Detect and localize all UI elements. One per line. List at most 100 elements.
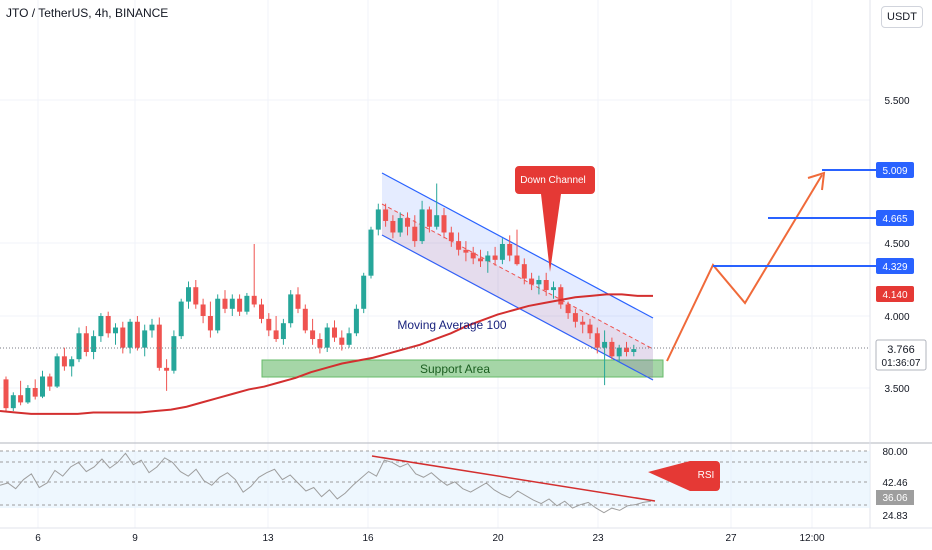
x-tick-label: 12:00 [799, 533, 824, 544]
candle-body [580, 321, 586, 325]
candle-body [302, 308, 308, 331]
candle-body [485, 255, 491, 262]
current-price-tag [875, 339, 927, 371]
price-tag [876, 286, 914, 302]
ma100-line [0, 293, 653, 415]
candle-body [434, 215, 440, 227]
candle-body [558, 287, 564, 305]
candle-body [383, 209, 389, 221]
candle-body [98, 316, 104, 337]
rsi-value-tag [876, 490, 914, 505]
rsi-value-label: 36.06 [882, 493, 907, 504]
candle-body [113, 327, 118, 334]
rsi-line [0, 452, 652, 514]
channel-lower [381, 234, 654, 381]
candle-body [361, 275, 367, 309]
candle-body [529, 278, 535, 285]
candle-body [200, 304, 206, 316]
price-tag [876, 210, 914, 226]
candle-body [91, 336, 97, 352]
candle-body [536, 280, 542, 285]
candle-body [10, 395, 16, 409]
candle-body [273, 330, 279, 340]
candle-body [40, 376, 45, 397]
candle-body [587, 324, 593, 334]
candle-body [105, 316, 111, 334]
candle-body [280, 323, 286, 340]
candle-body [339, 337, 345, 345]
candle-body [127, 321, 133, 348]
y-tick-label: 4.500 [884, 239, 909, 250]
x-tick-label: 13 [262, 533, 274, 544]
candle-body [631, 349, 637, 352]
candle-body [602, 341, 608, 348]
rsi-trendline [371, 455, 656, 502]
candle-body [142, 330, 148, 348]
x-tick-label: 9 [132, 533, 138, 544]
candle-body [441, 215, 447, 233]
candles [3, 183, 637, 412]
candle-body [368, 229, 374, 276]
candle-body [543, 280, 549, 291]
candle-body [470, 252, 476, 259]
candle-body [47, 376, 53, 387]
ma-label: Moving Average 100 [397, 318, 507, 332]
candle-body [244, 295, 250, 312]
rsi-tick-label: 80.00 [882, 447, 907, 458]
candle-body [507, 244, 513, 256]
candle-body [390, 220, 396, 233]
price-tag-label: 4.329 [882, 262, 907, 273]
rsi-band [0, 451, 870, 508]
projection-path [666, 174, 823, 362]
candle-body [419, 209, 425, 242]
candle-body [624, 347, 629, 352]
candle-body [3, 379, 9, 409]
price-tag [876, 258, 914, 274]
x-tick-label: 23 [592, 533, 604, 544]
down-channel-label: Down Channel [520, 175, 586, 186]
candle-body [134, 321, 140, 348]
price-tag-label: 5.009 [882, 166, 907, 177]
x-tick-label: 27 [725, 533, 737, 544]
candle-body [353, 308, 359, 334]
projection-arrowhead [807, 171, 826, 191]
candle-body [565, 304, 571, 314]
candle-body [456, 241, 462, 250]
candle-body [193, 287, 199, 305]
candle-body [25, 388, 31, 403]
currency-button[interactable]: USDT [881, 6, 923, 28]
candle-body [572, 313, 578, 322]
candle-body [463, 249, 469, 253]
candle-body [215, 298, 221, 331]
candle-body [229, 298, 235, 309]
grid [0, 0, 870, 528]
candle-body [324, 327, 330, 348]
current-price-label: 3.766 [887, 344, 915, 356]
candle-body [609, 341, 615, 357]
candle-body [551, 287, 556, 291]
candle-body [616, 347, 622, 357]
candle-body [594, 333, 600, 348]
candle-body [295, 294, 301, 309]
candle-body [412, 226, 418, 242]
x-tick-label: 20 [492, 533, 504, 544]
y-tick-label: 5.500 [884, 96, 909, 107]
candle-body [405, 218, 410, 227]
candle-body [266, 318, 272, 331]
candle-body [499, 244, 505, 260]
candle-body [317, 339, 323, 348]
candle-body [186, 287, 191, 302]
rsi-tick-label: 42.46 [882, 478, 907, 489]
y-tick-label: 3.500 [884, 384, 909, 395]
candle-body [222, 298, 228, 309]
candle-body [521, 264, 527, 279]
price-tag-label: 4.140 [882, 290, 907, 301]
candle-body [83, 333, 89, 352]
candle-body [76, 333, 82, 360]
candle-body [156, 324, 162, 368]
channel-mid [381, 203, 654, 350]
down-channel-callout [515, 166, 595, 272]
price-tag-label: 4.665 [882, 214, 907, 225]
candle-body [61, 356, 67, 367]
